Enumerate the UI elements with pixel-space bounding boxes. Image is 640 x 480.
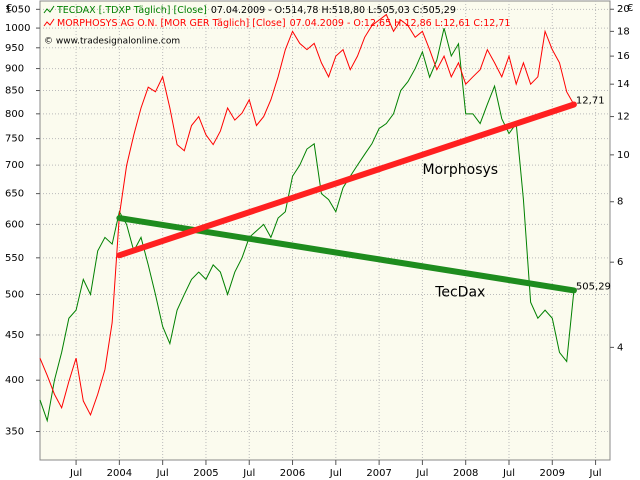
y2-tick-label: 6	[617, 257, 623, 268]
legend-name: TECDAX [.TDXP Täglich] [Close]	[56, 5, 207, 16]
legend-icon	[43, 5, 55, 14]
y-tick-label: 600	[5, 219, 24, 230]
x-tick-label: Jul	[415, 468, 428, 479]
y-tick-label: 1000	[5, 23, 30, 34]
y-tick-label: 900	[5, 64, 24, 75]
series-line	[39, 13, 575, 417]
x-tick-label: 2005	[193, 468, 218, 479]
x-tick-label: Jul	[69, 468, 82, 479]
y-tick-label: 400	[5, 375, 24, 386]
y-tick-label: 950	[5, 43, 24, 54]
y2-tick-label: 16	[617, 51, 630, 62]
x-tick-label: 2008	[453, 468, 478, 479]
y2-tick-label: 20	[617, 4, 630, 15]
x-tick-label: Jul	[156, 468, 169, 479]
y-tick-label: 650	[5, 189, 24, 200]
series-line	[39, 27, 575, 423]
trend-name: Morphosys	[422, 162, 498, 178]
x-tick-label: 2006	[280, 468, 305, 479]
y-tick-label: 350	[5, 427, 24, 438]
y2-tick-label: 14	[617, 79, 630, 90]
x-tick-label: 2004	[107, 468, 132, 479]
y2-tick-label: 8	[617, 197, 623, 208]
legend-name: MORPHOSYS AG O.N. [MOR GER Täglich] [Clo…	[57, 18, 286, 29]
trend-end-label: 505,29	[576, 281, 611, 292]
y-tick-label: 750	[5, 134, 24, 145]
y2-tick-label: 4	[617, 342, 623, 353]
legend-info: 07.04.2009 - O:514,78 H:518,80 L:505,03 …	[211, 5, 456, 16]
x-tick-label: 2007	[366, 468, 391, 479]
legend-icon	[43, 18, 55, 27]
y-tick-label: 550	[5, 253, 24, 264]
y2-tick-label: 12	[617, 112, 630, 123]
x-tick-label: 2009	[540, 468, 565, 479]
y-tick-label: 450	[5, 330, 24, 341]
legend-entry: TECDAX [.TDXP Täglich] [Close] 07.04.2009…	[56, 5, 456, 16]
trend-end-label: 12,71	[576, 95, 605, 106]
source: © www.tradesignalonline.com	[44, 37, 180, 47]
y-tick-label: 1050	[5, 4, 30, 15]
trend-name: TecDax	[434, 284, 485, 300]
y-tick-label: 800	[5, 109, 24, 120]
y-unit: €	[6, 3, 12, 14]
legend-entry: MORPHOSYS AG O.N. [MOR GER Täglich] [Clo…	[57, 18, 510, 29]
x-tick-label: Jul	[242, 468, 255, 479]
y-tick-label: 700	[5, 160, 24, 171]
x-tick-label: Jul	[329, 468, 342, 479]
y2-tick-label: 18	[617, 26, 630, 37]
x-tick-label: Jul	[502, 468, 515, 479]
x-tick-label: Jul	[589, 468, 602, 479]
y-tick-label: 850	[5, 86, 24, 97]
y2-tick-label: 10	[617, 150, 630, 161]
trend-line	[116, 101, 577, 259]
legend-info: 07.04.2009 - O:12,65 H:12,86 L:12,61 C:1…	[290, 18, 511, 29]
y-tick-label: 500	[5, 289, 24, 300]
y2-unit: €	[627, 3, 633, 14]
